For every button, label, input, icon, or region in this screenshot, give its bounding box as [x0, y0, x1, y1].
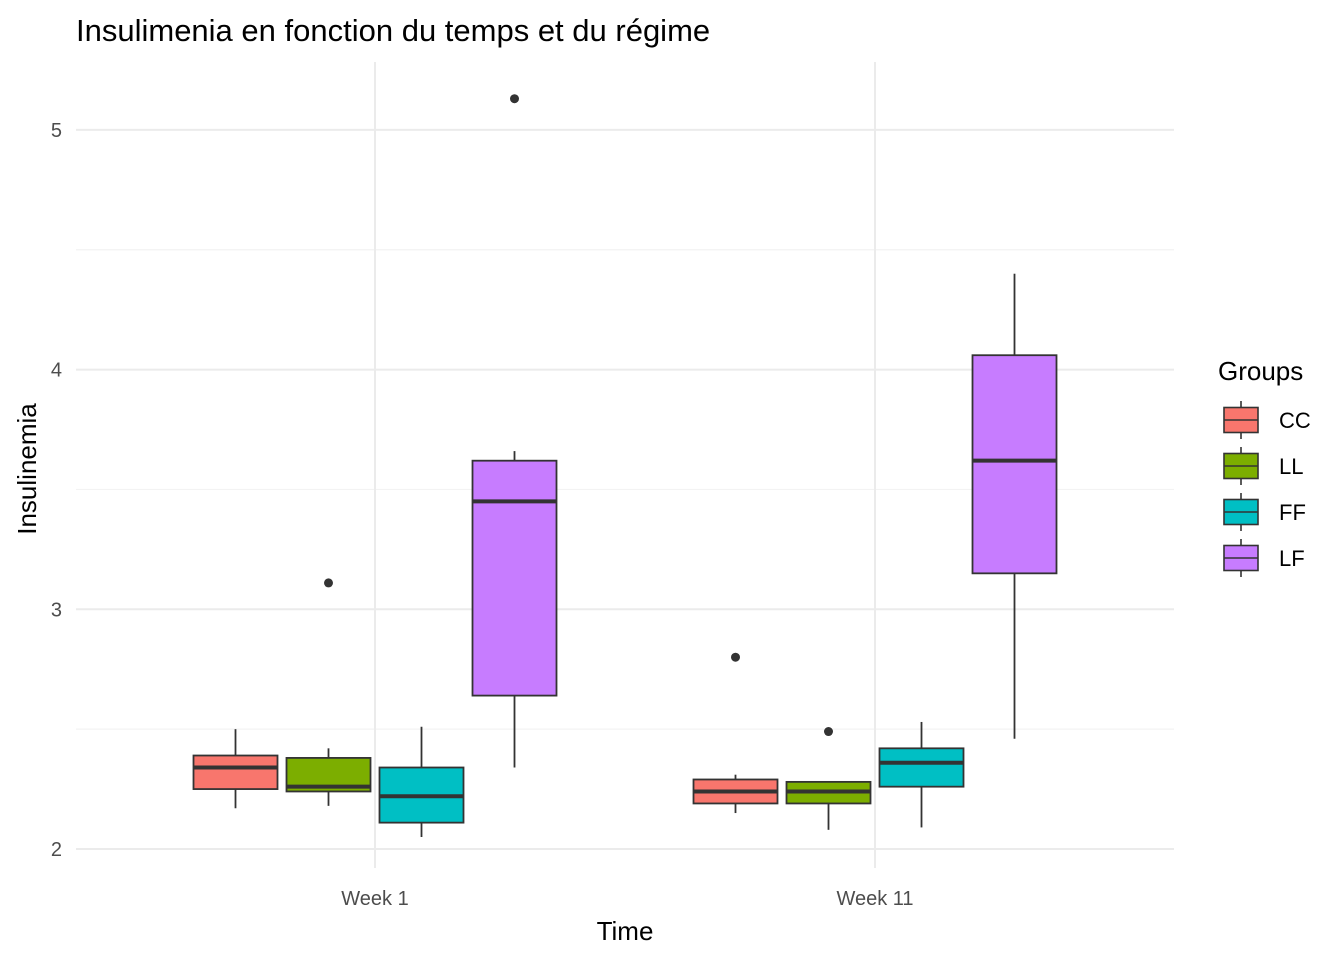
outlier-point	[510, 94, 519, 104]
x-tick-label: Week 1	[341, 888, 408, 910]
box-iqr	[471, 459, 558, 697]
y-tick-label: 4	[51, 360, 62, 382]
box-LL-Week-11	[785, 727, 872, 830]
outlier-point	[824, 727, 833, 737]
box-iqr	[192, 754, 279, 790]
box-FF-Week-11	[878, 721, 965, 828]
legend-item-LF: LF	[1223, 539, 1305, 577]
box-LF-Week-11	[971, 273, 1058, 739]
y-axis-ticks: 2 3 4 5	[51, 120, 62, 861]
x-axis-title: Time	[597, 916, 654, 946]
box-iqr	[878, 747, 965, 788]
x-tick-label: Week 11	[836, 888, 913, 910]
chart-title: Insulimenia en fonction du temps et du r…	[76, 13, 710, 48]
legend-item-CC: CC	[1223, 401, 1311, 439]
boxplot-series	[192, 94, 1058, 838]
legend-item-LL: LL	[1223, 447, 1303, 485]
legend-item-FF: FF	[1223, 493, 1306, 531]
y-tick-label: 5	[51, 120, 62, 142]
y-tick-label: 3	[51, 599, 62, 621]
box-LL-Week-1	[285, 578, 372, 806]
box-iqr	[971, 354, 1058, 575]
box-LF-Week-1	[471, 94, 558, 768]
legend-label: LF	[1279, 546, 1305, 571]
y-tick-label: 2	[51, 839, 62, 861]
box-CC-Week-11	[692, 652, 779, 814]
outlier-point	[731, 652, 740, 662]
legend-label: CC	[1279, 408, 1311, 433]
x-axis-ticks: Week 1 Week 11	[341, 888, 913, 910]
y-axis-title: Insulinemia	[12, 403, 42, 535]
outlier-point	[324, 578, 333, 588]
legend-title: Groups	[1218, 356, 1303, 386]
box-FF-Week-1	[378, 726, 465, 838]
legend-label: FF	[1279, 500, 1306, 525]
legend: Groups CC LL FF LF	[1218, 356, 1311, 577]
legend-label: LL	[1279, 454, 1303, 479]
box-CC-Week-1	[192, 729, 279, 809]
grid	[76, 62, 1174, 868]
